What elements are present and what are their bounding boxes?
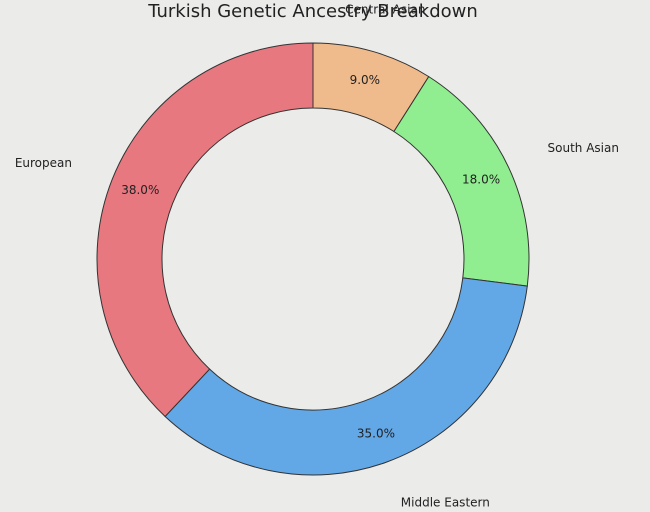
donut-slice <box>164 277 528 476</box>
chart-title: Turkish Genetic Ancestry Breakdown <box>147 1 478 22</box>
value-label: 18.0% <box>462 172 500 186</box>
donut-slice <box>96 42 314 418</box>
value-label: 9.0% <box>350 73 381 87</box>
value-label: 35.0% <box>357 426 395 440</box>
category-label: South Asian <box>548 141 619 155</box>
value-label: 38.0% <box>121 183 159 197</box>
category-label: Central Asian <box>345 3 425 17</box>
category-label: Middle Eastern <box>401 495 490 509</box>
category-label: European <box>15 156 72 170</box>
